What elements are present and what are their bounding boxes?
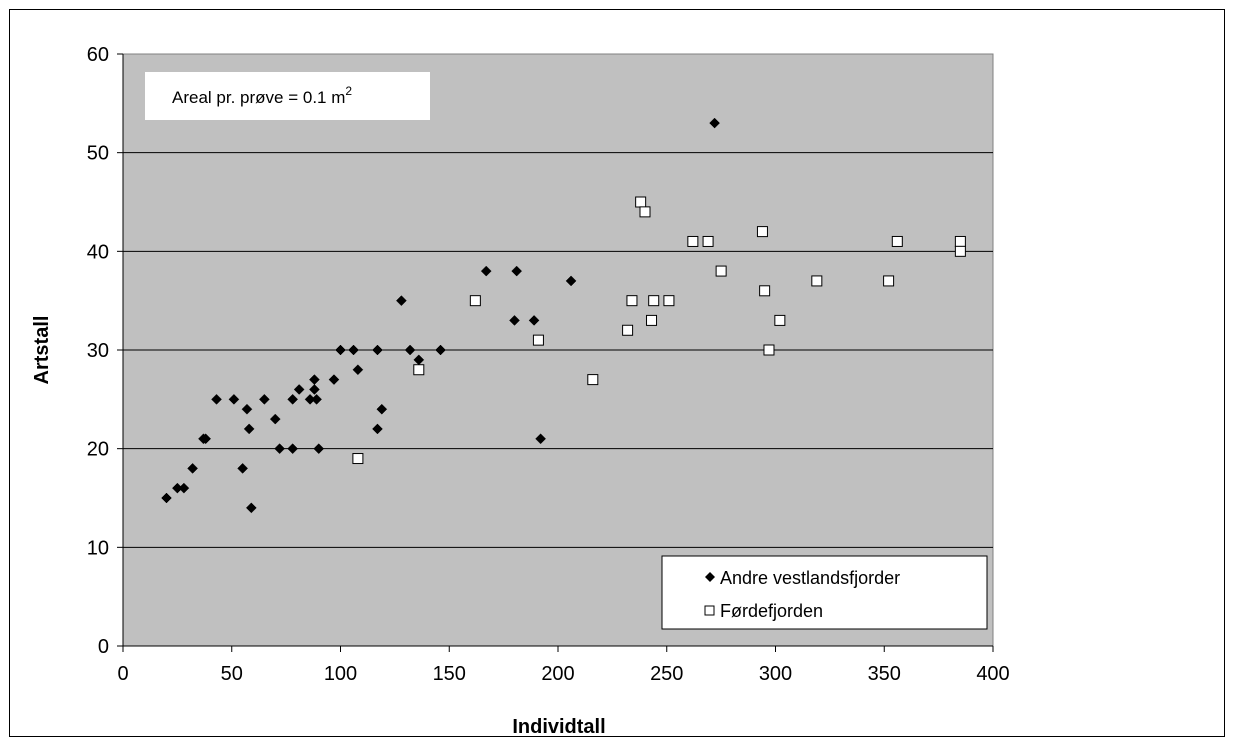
data-points: [161, 117, 966, 514]
legend-label-series-2: Førdefjorden: [720, 601, 823, 621]
y-tick-label: 20: [87, 439, 109, 461]
data-point-square: [352, 453, 364, 465]
svg-text:Areal pr. prøve = 0.1 m2: Areal pr. prøve = 0.1 m2: [172, 84, 352, 107]
data-point-square: [626, 295, 638, 307]
data-point-diamond: [274, 443, 285, 455]
x-tick-label: 250: [650, 663, 683, 685]
y-tick-label: 10: [87, 537, 109, 559]
legend-box: [661, 555, 988, 630]
data-point-diamond: [178, 482, 190, 494]
x-tick-label: 400: [976, 663, 1009, 685]
data-point-diamond: [241, 403, 253, 415]
annotation-box: Areal pr. prøve = 0.1 m2: [145, 72, 430, 120]
data-point-square: [648, 295, 660, 307]
y-axis-title: Artstall: [31, 316, 53, 385]
data-point-square: [763, 344, 775, 356]
data-point-diamond: [435, 344, 446, 356]
data-point-diamond: [287, 443, 299, 455]
data-point-square: [639, 206, 651, 218]
data-point-square: [811, 275, 823, 287]
data-point-diamond: [259, 393, 270, 405]
data-point-diamond: [348, 344, 359, 356]
data-point-diamond: [293, 384, 305, 395]
data-point-diamond: [528, 315, 540, 326]
data-point-square: [646, 314, 658, 326]
data-point-diamond: [509, 315, 520, 326]
data-point-diamond: [309, 374, 320, 385]
x-tick-label: 0: [117, 663, 128, 685]
data-point-diamond: [709, 117, 720, 129]
data-point-square: [954, 245, 966, 257]
data-point-square: [954, 235, 966, 247]
data-point-diamond: [228, 393, 240, 405]
data-point-diamond: [565, 275, 577, 287]
data-point-diamond: [313, 443, 325, 455]
x-tick-label: 200: [541, 663, 574, 685]
y-tick-label: 0: [98, 636, 109, 658]
data-point-square: [532, 334, 544, 346]
data-point-diamond: [396, 295, 407, 307]
data-point-diamond: [328, 374, 340, 385]
gridlines: [123, 152, 993, 548]
data-point-square: [774, 314, 786, 326]
legend-marker-diamond-icon: [705, 572, 715, 582]
data-point-square: [469, 295, 481, 307]
data-point-square: [413, 364, 425, 376]
data-point-diamond: [245, 502, 257, 514]
data-point-square: [687, 235, 699, 247]
series-1-points: [161, 117, 720, 514]
x-tick-label: 300: [759, 663, 792, 685]
legend: Andre vestlandsfjorder Førdefjorden: [661, 555, 988, 630]
data-point-diamond: [511, 265, 523, 277]
data-point-square: [663, 295, 675, 307]
data-point-diamond: [200, 433, 212, 445]
data-point-square: [635, 196, 647, 208]
x-tick-label: 350: [868, 663, 901, 685]
x-tick-label: 50: [221, 663, 243, 685]
data-point-square: [622, 324, 634, 336]
data-point-diamond: [404, 344, 416, 356]
data-point-square: [883, 275, 895, 287]
data-point-square: [756, 226, 768, 238]
data-point-square: [587, 374, 599, 386]
data-point-diamond: [352, 364, 364, 376]
y-tick-label: 30: [87, 340, 109, 362]
data-point-square: [759, 285, 771, 297]
data-point-square: [715, 265, 727, 277]
y-tick-label: 60: [87, 44, 109, 66]
data-point-diamond: [269, 413, 281, 425]
annotation-text: Areal pr. prøve = 0.1 m: [172, 88, 345, 107]
axes: [117, 53, 994, 652]
data-point-diamond: [243, 423, 255, 435]
data-point-square: [891, 235, 903, 247]
y-tick-label: 40: [87, 241, 109, 263]
x-tick-label: 150: [433, 663, 466, 685]
legend-label-series-1: Andre vestlandsfjorder: [720, 568, 900, 588]
data-point-diamond: [372, 423, 383, 435]
y-tick-label: 50: [87, 143, 109, 165]
data-point-diamond: [376, 403, 388, 415]
data-point-diamond: [335, 344, 346, 356]
data-point-diamond: [211, 393, 222, 405]
data-point-diamond: [372, 344, 383, 356]
data-point-diamond: [287, 393, 299, 405]
x-axis-title: Individtall: [512, 716, 605, 738]
data-point-diamond: [535, 433, 546, 445]
annotation-superscript: 2: [345, 84, 352, 98]
x-tick-label: 100: [324, 663, 357, 685]
data-point-diamond: [161, 492, 172, 504]
data-point-diamond: [187, 463, 198, 474]
data-point-square: [702, 235, 714, 247]
y-tick-labels: 0 10 20 30 40 50 60: [87, 44, 109, 658]
data-point-diamond: [309, 384, 320, 395]
x-tick-labels: 0 50 100 150 200 250 300 350 400: [117, 663, 1009, 685]
legend-marker-square-icon: [704, 605, 715, 616]
data-point-diamond: [311, 393, 322, 405]
data-point-diamond: [480, 265, 492, 277]
series-2-points: [352, 196, 966, 465]
data-point-diamond: [237, 463, 248, 474]
